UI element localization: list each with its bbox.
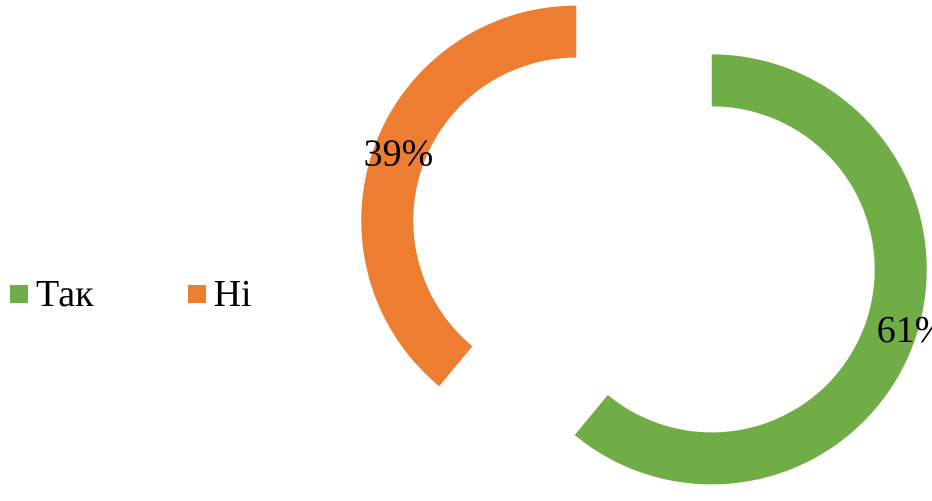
legend-item-tak: Так [10, 272, 94, 316]
slice-ni [361, 5, 577, 387]
legend-swatch-ni [187, 285, 206, 303]
legend-swatch-tak [10, 285, 28, 303]
slice-tak [574, 54, 927, 485]
chart-legend: Так Ні [10, 272, 252, 316]
legend-label-tak: Так [36, 273, 94, 315]
legend-item-ni: Ні [187, 272, 252, 316]
chart-data-labels: 61% 39% [364, 132, 932, 351]
legend-label-ni: Ні [213, 273, 252, 315]
data-label-tak: 61% [877, 309, 932, 351]
chart-slices [361, 5, 927, 485]
data-label-ni: 39% [364, 132, 434, 174]
